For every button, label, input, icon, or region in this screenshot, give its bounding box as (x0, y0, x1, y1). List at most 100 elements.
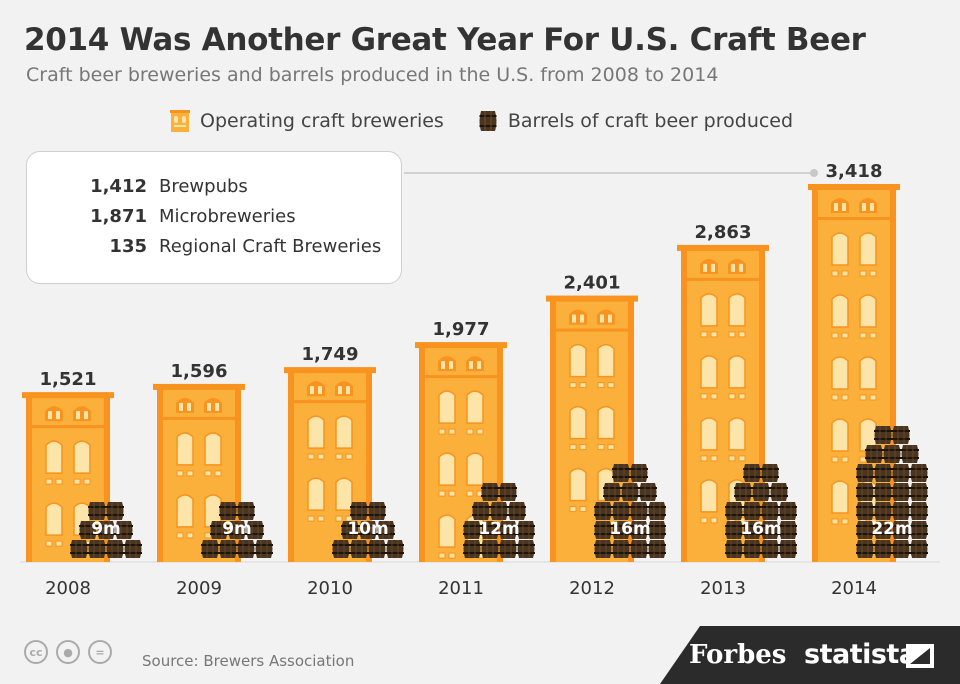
barrel-mark (910, 502, 928, 520)
barrel-mark (594, 502, 612, 520)
barrel-value-label: 16m (740, 519, 781, 539)
barrel-mark (779, 502, 797, 520)
brewery-bar (808, 184, 900, 562)
bar-value-label: 1,977 (433, 319, 490, 340)
barrel-value-label: 10m (347, 519, 388, 539)
barrel-mark (350, 502, 368, 520)
legend-item-barrels: Barrels of craft beer produced (478, 110, 793, 132)
building-roof (415, 342, 507, 349)
legend-label-barrels: Barrels of craft beer produced (507, 110, 794, 132)
bar-value-label: 2,401 (564, 273, 621, 294)
barrel-mark (201, 540, 219, 558)
barrel-mark (88, 540, 106, 558)
x-tick-label: 2013 (700, 578, 746, 599)
by-icon: ● (56, 640, 80, 664)
barrel-mark (725, 521, 743, 539)
barrel-mark (332, 540, 350, 558)
barrel-mark (517, 521, 535, 539)
barrel-mark (79, 521, 97, 539)
building-roof (284, 367, 376, 374)
barrel-value-label: 12m (478, 519, 519, 539)
building-roof (677, 244, 769, 251)
barrel-mark (124, 540, 142, 558)
barrel-mark (856, 483, 874, 501)
barrel-mark (612, 464, 630, 482)
barrel-mark (106, 540, 124, 558)
brewery-breakdown-callout: 1,412 Brewpubs 1,871 Microbreweries 135 … (26, 151, 402, 284)
barrel-mark (106, 502, 124, 520)
barrel-mark (901, 445, 919, 463)
barrel-mark (761, 502, 779, 520)
barrel-mark (743, 540, 761, 558)
barrel-stack (70, 502, 142, 558)
barrel-mark (648, 540, 666, 558)
barrel-mark (874, 502, 892, 520)
callout-connector-dot (810, 169, 818, 177)
barrel-mark (892, 426, 910, 444)
barrel-icon (479, 111, 497, 131)
barrel-stack (332, 502, 404, 558)
barrel-mark (648, 502, 666, 520)
x-tick-label: 2010 (307, 578, 353, 599)
building-roof (546, 295, 638, 302)
chart-title: 2014 Was Another Great Year For U.S. Cra… (24, 22, 866, 58)
barrel-mark (481, 540, 499, 558)
barrel-mark (499, 540, 517, 558)
legend: Operating craft breweries Barrels of cra… (170, 110, 827, 132)
barrel-mark (630, 540, 648, 558)
barrel-mark (630, 502, 648, 520)
barrel-mark (246, 521, 264, 539)
x-tick-label: 2008 (45, 578, 91, 599)
barrel-mark (97, 521, 115, 539)
callout-row-microbreweries: 1,871 Microbreweries (27, 206, 296, 227)
barrel-mark (892, 521, 910, 539)
barrel-mark (743, 502, 761, 520)
barrel-mark (88, 502, 106, 520)
bar-value-label: 1,749 (302, 344, 359, 365)
chart-canvas: 1,521 2008 9m 1,596 2009 9m 1,749 2010 10m 1,977 2… (20, 161, 940, 599)
barrel-mark (910, 521, 928, 539)
barrel-stack (201, 502, 273, 558)
callout-value: 135 (109, 236, 147, 257)
barrel-mark (874, 426, 892, 444)
callout-row-brewpubs: 1,412 Brewpubs (27, 176, 248, 197)
barrel-value-label: 9m (222, 519, 252, 539)
statista-logo[interactable]: statista (804, 639, 917, 670)
x-tick-label: 2014 (831, 578, 877, 599)
brewery-bar (284, 367, 376, 562)
barrel-mark (481, 521, 499, 539)
legend-label-breweries: Operating craft breweries (200, 110, 444, 132)
barrel-mark (219, 540, 237, 558)
barrel-mark (761, 540, 779, 558)
barrel-mark (368, 502, 386, 520)
bar-value-label: 1,521 (40, 369, 97, 390)
x-tick-label: 2012 (569, 578, 615, 599)
barrel-mark (910, 483, 928, 501)
building-roof (153, 383, 245, 390)
barrel-mark (368, 540, 386, 558)
chart-subtitle: Craft beer breweries and barrels produce… (26, 64, 719, 86)
statista-mark-icon (906, 644, 934, 668)
barrel-mark (499, 521, 517, 539)
cc-icon: cc (24, 640, 48, 664)
barrel-mark (865, 445, 883, 463)
barrel-mark (892, 540, 910, 558)
x-tick-label: 2011 (438, 578, 484, 599)
barrel-mark (508, 502, 526, 520)
barrel-mark (517, 540, 535, 558)
barrel-stack (856, 426, 928, 558)
barrel-mark (910, 540, 928, 558)
barrel-mark (219, 502, 237, 520)
forbes-logo[interactable]: Forbes (689, 640, 787, 670)
barrel-mark (892, 464, 910, 482)
barrel-mark (115, 521, 133, 539)
barrel-mark (883, 445, 901, 463)
x-tick-label: 2009 (176, 578, 222, 599)
barrel-mark (255, 540, 273, 558)
barrel-mark (725, 540, 743, 558)
callout-value: 1,412 (90, 176, 147, 197)
barrel-mark (639, 483, 657, 501)
barrel-mark (463, 540, 481, 558)
callout-value: 1,871 (90, 206, 147, 227)
barrel-mark (779, 521, 797, 539)
